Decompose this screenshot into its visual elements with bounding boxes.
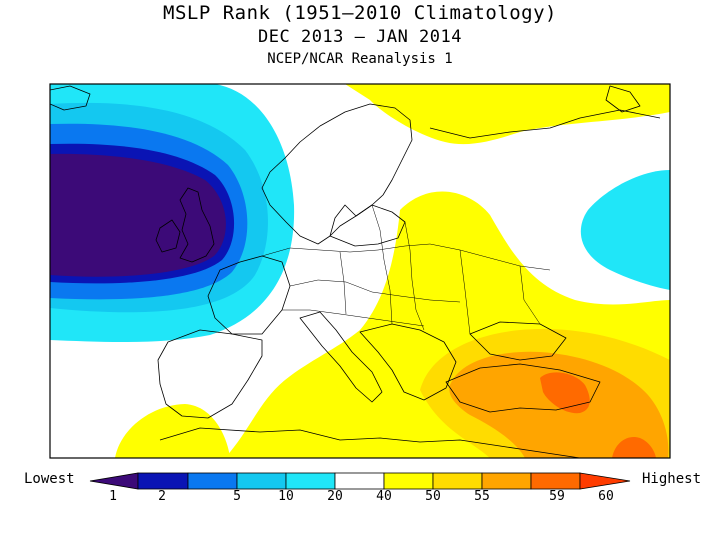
colorbar-tick: 1	[109, 489, 117, 504]
black-sea	[469, 321, 567, 361]
period-subtitle: DEC 2013 — JAN 2014	[258, 27, 462, 47]
colorbar-tick: 55	[474, 489, 490, 504]
balkans-coast	[359, 323, 457, 401]
baltic-coast	[329, 204, 406, 247]
colorbar-segment-40	[334, 472, 385, 490]
colorbar-tick: 50	[425, 489, 441, 504]
colorbar-lowest-label: Lowest	[24, 471, 75, 487]
ireland-coast	[155, 219, 181, 253]
colorbar-segment-5	[187, 472, 238, 490]
britain-coast	[179, 187, 215, 263]
colorbar-tick: 59	[549, 489, 565, 504]
italy-coast	[299, 311, 383, 403]
country-borders	[261, 204, 551, 335]
chart-title: MSLP Rank (1951—2010 Climatology)	[163, 2, 557, 24]
colorbar-segment-10	[236, 472, 287, 490]
colorbar-tick: 2	[158, 489, 166, 504]
turkey-coast	[445, 363, 601, 413]
anomaly-rank-60-a	[540, 372, 590, 414]
colorbar-tick: 60	[598, 489, 614, 504]
colorbar-arrow-low	[89, 472, 139, 490]
anomaly-low-core	[50, 153, 226, 277]
iceland-coast	[50, 85, 91, 111]
colorbar-tick: 10	[278, 489, 294, 504]
map-frame	[49, 83, 671, 459]
colorbar-tick: 40	[376, 489, 392, 504]
anomaly-high-north	[345, 84, 670, 145]
colorbar-segment-55	[432, 472, 483, 490]
colorbar-tick: 20	[327, 489, 343, 504]
anomaly-low-east	[580, 170, 670, 290]
arctic-coast-east	[429, 109, 661, 139]
colorbar	[89, 472, 631, 490]
colorbar-arrow-high	[579, 472, 631, 490]
colorbar-segment-20	[285, 472, 336, 490]
north-africa-coast	[159, 427, 581, 458]
colorbar-tick: 5	[233, 489, 241, 504]
colorbar-highest-label: Highest	[642, 471, 702, 487]
colorbar-segment-2	[137, 472, 189, 490]
anomaly-rank-60-b	[612, 436, 656, 458]
colorbar-segment-50	[383, 472, 434, 490]
colorbar-segment-60	[530, 472, 581, 490]
coastlines	[50, 85, 661, 458]
scandinavia-coast	[261, 103, 413, 245]
source-subtitle: NCEP/NCAR Reanalysis 1	[267, 51, 453, 67]
svalbard-coast	[605, 85, 641, 113]
colorbar-segment-59	[481, 472, 532, 490]
map-panel	[50, 84, 670, 458]
